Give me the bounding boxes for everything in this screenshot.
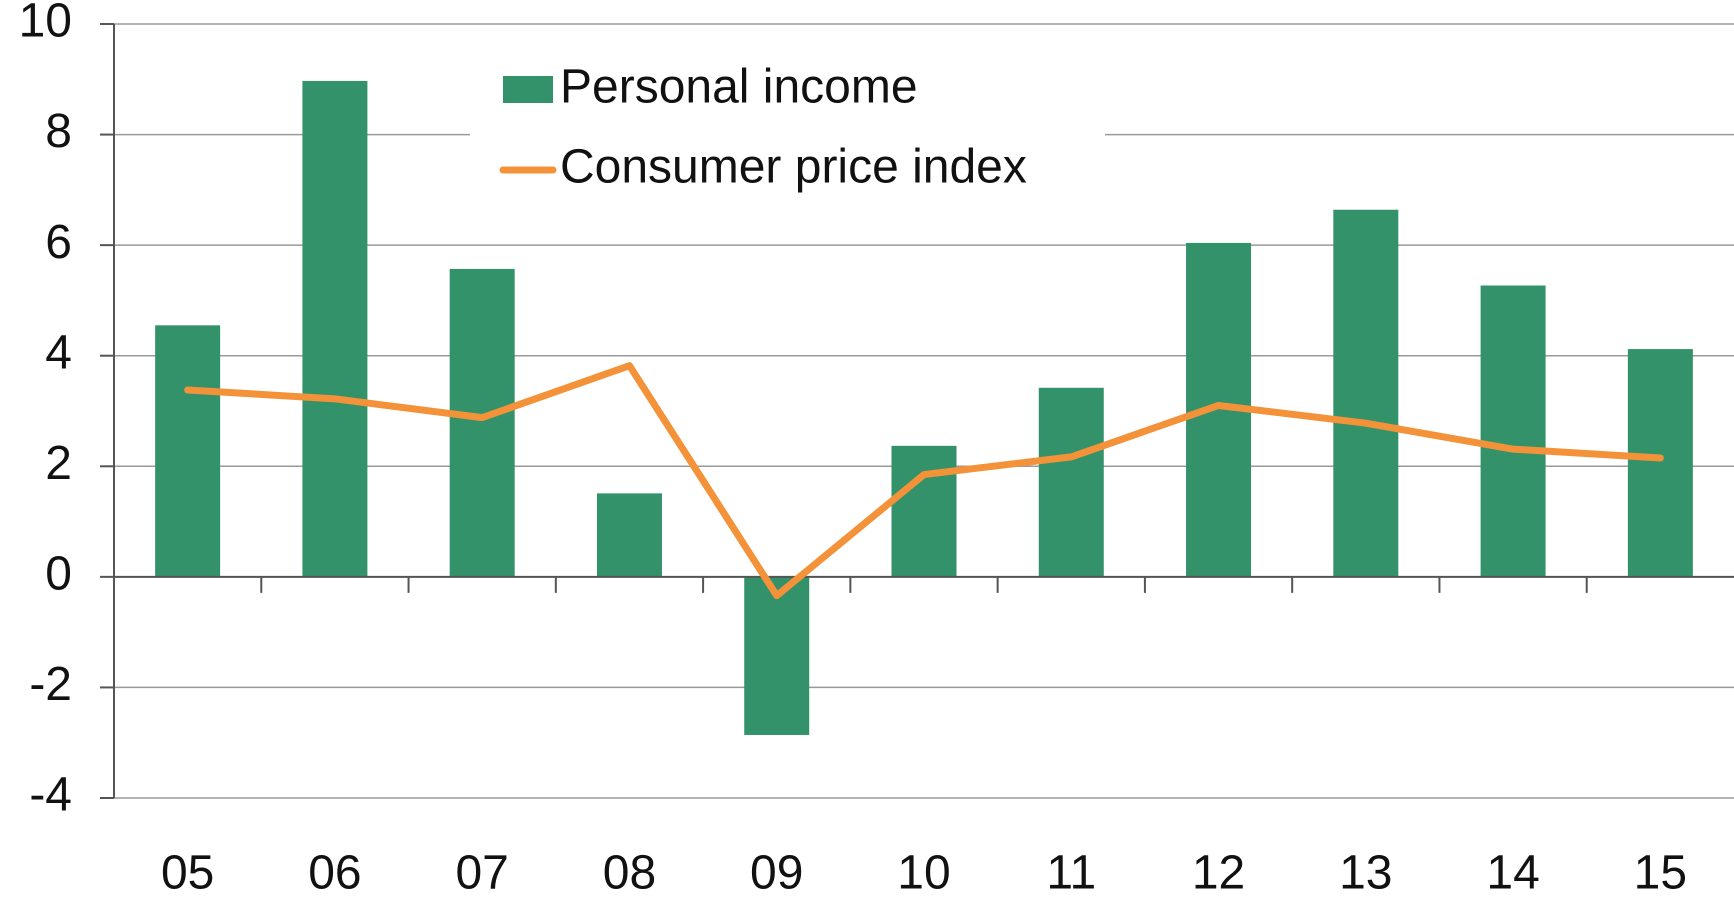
legend-label: Consumer price index <box>560 141 1027 194</box>
bar <box>1038 387 1104 577</box>
y-tick-label: 0 <box>45 548 72 601</box>
y-tick-label: 8 <box>45 105 72 158</box>
legend-bg <box>470 60 1105 200</box>
x-tick-label: 14 <box>1486 847 1539 898</box>
x-tick-label: 05 <box>161 847 214 898</box>
bar <box>1333 209 1399 577</box>
legend-swatch <box>503 76 553 103</box>
bar <box>302 80 368 577</box>
bar <box>1627 349 1693 577</box>
bar <box>1480 285 1546 577</box>
bar <box>449 268 515 577</box>
x-tick-label: 10 <box>897 847 950 898</box>
bar <box>744 576 810 735</box>
y-tick-label: -2 <box>29 658 72 711</box>
x-tick-label: 13 <box>1339 847 1392 898</box>
x-tick-label: 08 <box>603 847 656 898</box>
x-tick-label: 06 <box>308 847 361 898</box>
x-tick-label: 11 <box>1046 847 1096 898</box>
y-tick-label: 10 <box>19 0 72 48</box>
x-tick-label: 15 <box>1634 847 1687 898</box>
x-tick-label: 07 <box>455 847 508 898</box>
y-tick-label: 4 <box>45 326 72 379</box>
x-tick-label: 09 <box>750 847 803 898</box>
y-tick-label: -4 <box>29 769 72 822</box>
bar <box>596 493 662 577</box>
line <box>184 362 1664 600</box>
legend-label: Personal income <box>560 61 918 114</box>
bar <box>891 445 957 577</box>
bar <box>155 325 221 577</box>
x-tick-label: 12 <box>1192 847 1245 898</box>
y-tick-label: 6 <box>45 216 72 269</box>
y-tick-label: 2 <box>45 437 72 490</box>
